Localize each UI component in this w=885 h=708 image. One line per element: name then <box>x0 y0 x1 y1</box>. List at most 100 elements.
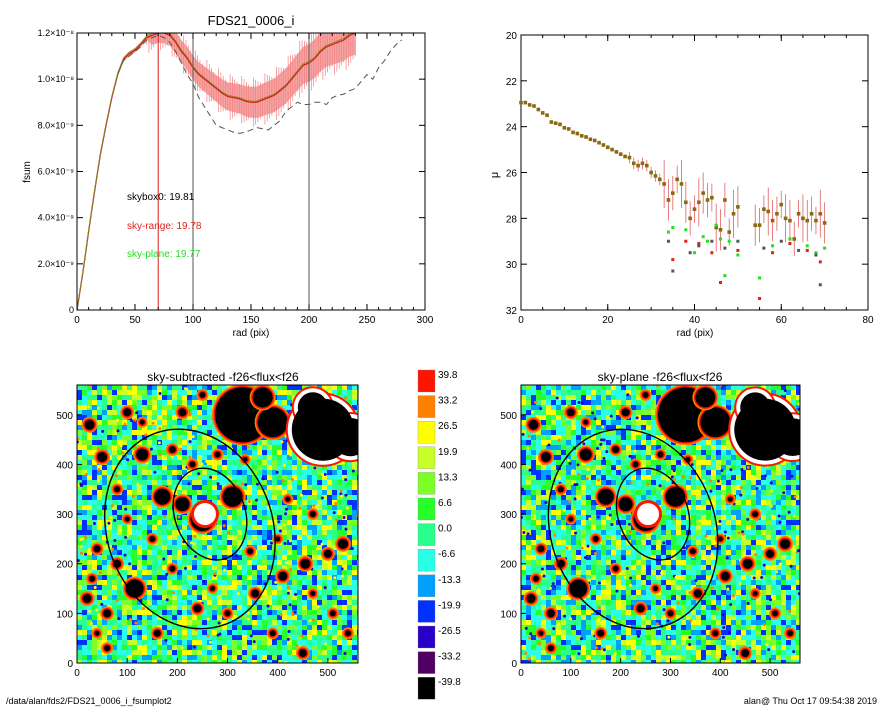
map-noise-pixel <box>92 410 98 416</box>
map-noise-pixel <box>591 405 597 411</box>
map-noise-pixel <box>162 415 168 421</box>
map-noise-pixel <box>776 385 782 391</box>
mu-point <box>796 211 801 216</box>
map-speckle <box>288 567 292 571</box>
map-noise-pixel <box>312 630 318 636</box>
map-noise-pixel <box>317 625 323 631</box>
map-noise-pixel <box>177 660 183 663</box>
map-noise-pixel <box>157 455 163 461</box>
map-noise-pixel <box>177 645 183 651</box>
map-noise-pixel <box>591 435 597 441</box>
map-noise-pixel <box>262 555 268 561</box>
map-noise-pixel <box>212 580 218 586</box>
map-noise-pixel <box>82 385 88 391</box>
map-noise-pixel <box>546 435 552 441</box>
map-noise-pixel <box>107 555 113 561</box>
map-noise-pixel <box>262 610 268 616</box>
map-noise-pixel <box>282 455 288 461</box>
map-noise-pixel <box>202 420 208 426</box>
map-noise-pixel <box>227 605 233 611</box>
map-noise-pixel <box>222 570 228 576</box>
map-noise-pixel <box>222 585 228 591</box>
map-noise-pixel <box>222 465 228 471</box>
map-noise-pixel <box>232 610 238 616</box>
map-noise-pixel <box>796 405 800 411</box>
map-noise-pixel <box>312 490 318 496</box>
map-noise-pixel <box>127 420 133 426</box>
map-noise-pixel <box>112 605 118 611</box>
map-noise-pixel <box>317 560 323 566</box>
map-noise-pixel <box>82 405 88 411</box>
map-noise-pixel <box>172 660 178 663</box>
map-noise-pixel <box>222 510 228 516</box>
map-noise-pixel <box>217 575 223 581</box>
map-noise-pixel <box>147 595 153 601</box>
mu-point-series-1 <box>693 251 696 255</box>
map-noise-pixel <box>322 530 328 536</box>
map-noise-pixel <box>277 455 283 461</box>
map-noise-pixel <box>551 440 557 446</box>
map-noise-pixel <box>117 415 123 421</box>
mu-point <box>588 137 593 142</box>
map-noise-pixel <box>77 450 83 456</box>
map-noise-pixel <box>152 410 158 416</box>
map-noise-pixel <box>212 495 218 501</box>
map-noise-pixel <box>202 550 208 556</box>
map-noise-pixel <box>162 440 168 446</box>
map-noise-pixel <box>112 575 118 581</box>
map-noise-pixel <box>352 560 358 566</box>
map-noise-pixel <box>312 485 318 491</box>
map-noise-pixel <box>307 485 313 491</box>
map-noise-pixel <box>247 640 253 646</box>
map-noise-pixel <box>322 570 328 576</box>
map-noise-pixel <box>142 615 148 621</box>
map-speckle <box>227 531 231 535</box>
map-noise-pixel <box>157 420 163 426</box>
map-noise-pixel <box>277 400 283 406</box>
map-noise-pixel <box>122 440 128 446</box>
map-noise-pixel <box>132 415 138 421</box>
map-noise-pixel <box>202 545 208 551</box>
map-noise-pixel <box>102 490 108 496</box>
map-noise-pixel <box>167 415 173 421</box>
map-noise-pixel <box>581 385 587 391</box>
map-noise-pixel <box>287 490 293 496</box>
map-noise-pixel <box>182 610 188 616</box>
map-noise-pixel <box>322 465 328 471</box>
map-noise-pixel <box>162 435 168 441</box>
map-noise-pixel <box>192 655 198 661</box>
map-noise-pixel <box>87 440 93 446</box>
map-noise-pixel <box>192 550 198 556</box>
map-noise-pixel <box>302 510 308 516</box>
map-noise-pixel <box>332 625 338 631</box>
map-noise-pixel <box>107 385 113 391</box>
map-noise-pixel <box>731 395 737 401</box>
map-noise-pixel <box>342 585 348 591</box>
map-noise-pixel <box>566 395 572 401</box>
masked-star <box>209 586 215 592</box>
map-noise-pixel <box>202 475 208 481</box>
map-noise-pixel <box>107 635 113 641</box>
map-noise-pixel <box>337 610 343 616</box>
map-noise-pixel <box>526 455 532 461</box>
map-noise-pixel <box>267 655 273 661</box>
map-noise-pixel <box>611 410 617 416</box>
map-noise-pixel <box>132 470 138 476</box>
map-noise-pixel <box>157 570 163 576</box>
map-noise-pixel <box>716 455 722 461</box>
map-noise-pixel <box>312 550 318 556</box>
map-noise-pixel <box>282 610 288 616</box>
map-noise-pixel <box>646 405 652 411</box>
map-speckle <box>323 487 327 491</box>
map-noise-pixel <box>521 430 527 436</box>
map-noise-pixel <box>187 605 193 611</box>
map-noise-pixel <box>97 610 103 616</box>
map-noise-pixel <box>297 580 303 586</box>
map-noise-pixel <box>212 605 218 611</box>
map-noise-pixel <box>92 515 98 521</box>
fsum-plot: FDS21_0006_i rad (pix) fsum 0 50 100 150 200… <box>22 13 434 339</box>
map-noise-pixel <box>212 600 218 606</box>
map-noise-pixel <box>791 400 797 406</box>
map-noise-pixel <box>252 645 258 651</box>
map-noise-pixel <box>631 455 637 461</box>
